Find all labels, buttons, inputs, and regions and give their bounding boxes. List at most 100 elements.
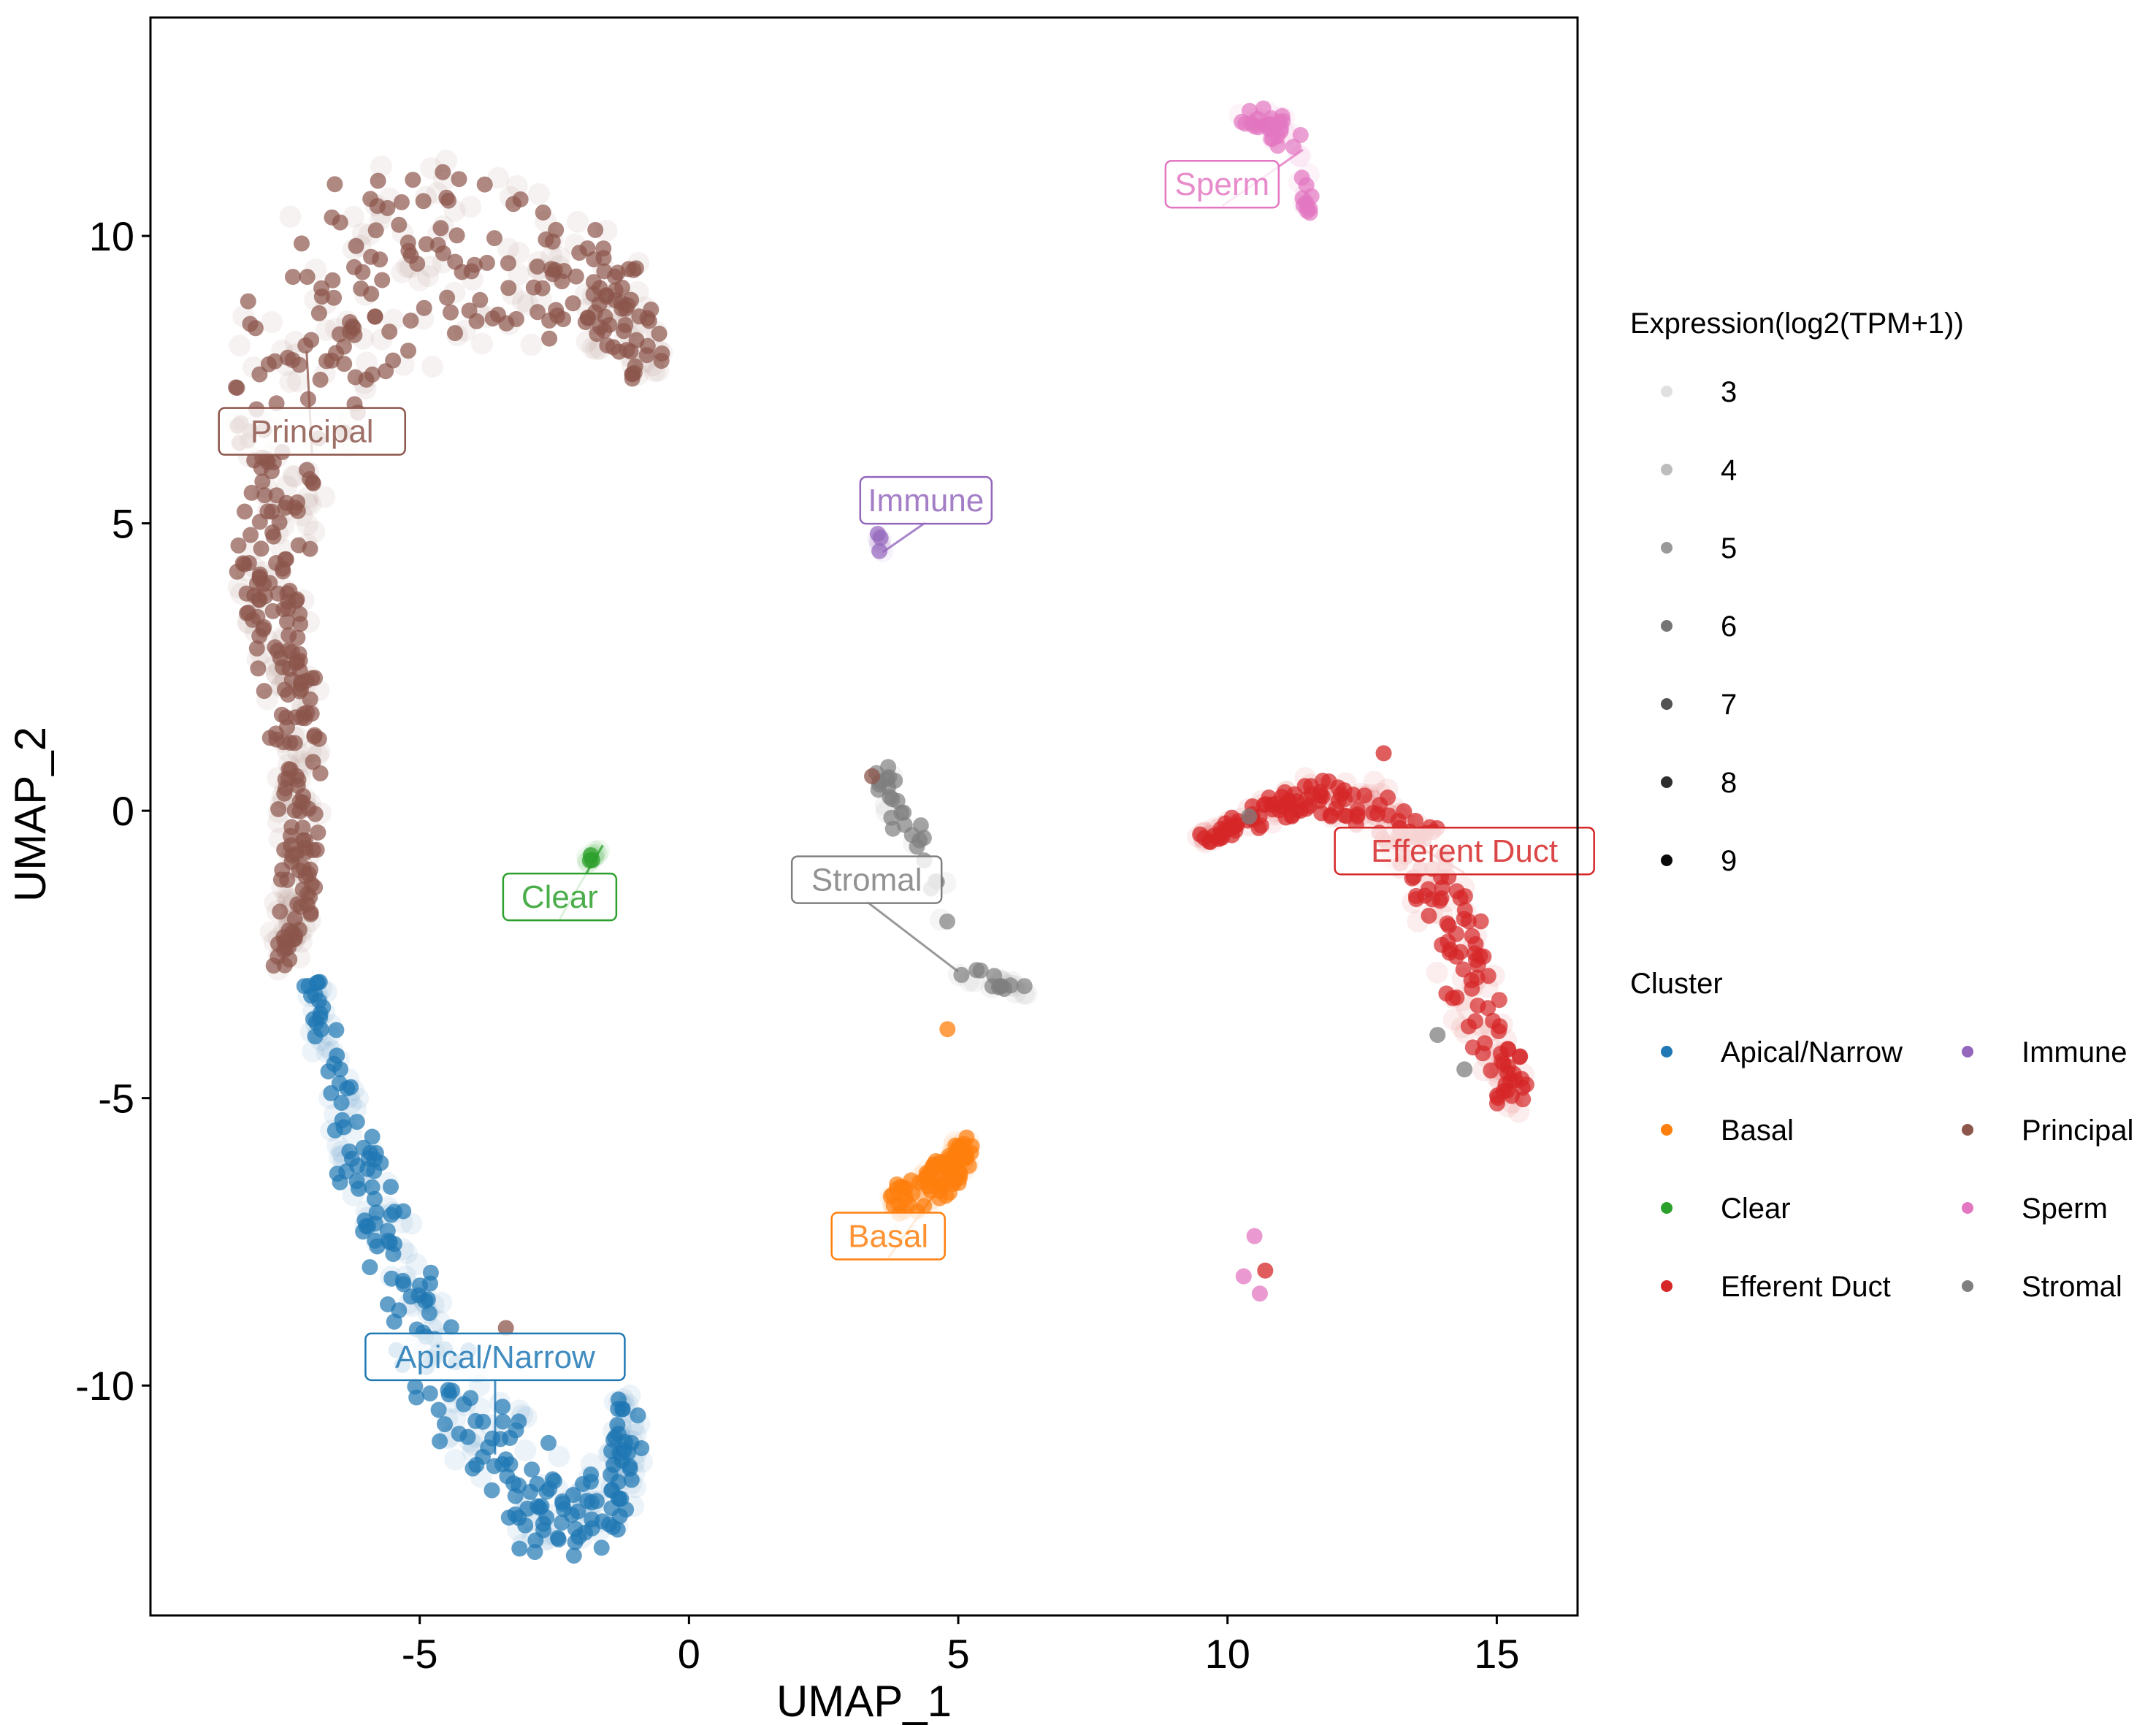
- cluster-point: [508, 1399, 530, 1422]
- cluster-point: [643, 301, 660, 318]
- cluster-point: [654, 345, 670, 362]
- cluster-point: [1456, 997, 1478, 1020]
- cluster-point: [1193, 831, 1216, 854]
- cluster-point: [320, 1063, 337, 1080]
- cluster-point: [480, 1439, 497, 1456]
- cluster-point: [253, 459, 270, 476]
- cluster-point: [583, 1466, 599, 1483]
- cluster-point: [454, 1394, 476, 1417]
- y-axis-title: UMAP_2: [6, 727, 55, 902]
- cluster-point: [603, 1482, 620, 1499]
- cluster-point: [264, 603, 281, 619]
- cluster-point: [279, 205, 302, 228]
- y-tick-label: -5: [98, 1076, 134, 1122]
- cluster-point: [286, 911, 303, 927]
- cluster-point: [333, 1095, 350, 1112]
- cluster-point: [268, 555, 285, 571]
- cluster-point: [601, 1459, 624, 1481]
- cluster-point: [313, 288, 330, 305]
- cluster-point: [565, 1548, 582, 1564]
- cluster-point: [382, 308, 405, 331]
- cluster-point: [508, 1422, 524, 1439]
- cluster-point: [1407, 812, 1423, 829]
- cluster-point: [250, 660, 267, 677]
- cluster-point: [432, 215, 454, 237]
- cluster-point: [409, 1285, 432, 1307]
- cluster-point: [468, 1397, 491, 1419]
- cluster-point: [505, 1475, 521, 1491]
- cluster-point: [527, 259, 549, 280]
- cluster-point: [381, 1232, 397, 1249]
- cluster-point: [271, 785, 294, 808]
- size-legend-label: 5: [1721, 532, 1737, 565]
- cluster-point: [1242, 112, 1264, 134]
- color-legend-key: [1661, 1280, 1673, 1292]
- cluster-point: [548, 255, 570, 278]
- cluster-point: [286, 802, 303, 819]
- cluster-point: [1196, 830, 1213, 846]
- x-tick-label: 10: [1205, 1631, 1250, 1677]
- cluster-point: [589, 291, 612, 314]
- cluster-point: [292, 589, 315, 611]
- cluster-point: [609, 264, 626, 281]
- cluster-point: [1269, 106, 1292, 129]
- cluster-point: [268, 487, 285, 504]
- cluster-point: [439, 1382, 462, 1404]
- x-tick-label: 15: [1474, 1631, 1519, 1677]
- color-legend-key: [1962, 1046, 1973, 1057]
- cluster-point: [286, 930, 303, 947]
- cluster-point: [267, 353, 283, 370]
- cluster-point: [270, 801, 287, 817]
- cluster-point: [462, 1440, 484, 1463]
- cluster-point: [294, 819, 311, 836]
- cluster-point: [430, 1291, 453, 1314]
- cluster-point: [471, 332, 493, 355]
- cluster-point: [947, 963, 970, 986]
- cluster-point: [291, 356, 307, 373]
- size-legend-label: 4: [1721, 454, 1737, 486]
- cluster-point: [288, 946, 311, 969]
- size-legend-label: 9: [1721, 845, 1737, 877]
- cluster-point: [283, 854, 300, 871]
- cluster-point: [541, 330, 558, 347]
- cluster-point: [1292, 126, 1309, 143]
- cluster-point: [283, 837, 299, 854]
- cluster-point: [435, 164, 451, 180]
- cluster-point: [1491, 992, 1507, 1009]
- cluster-point: [251, 591, 267, 608]
- cluster-label-box: [830, 1212, 946, 1261]
- cluster-point: [332, 1144, 354, 1166]
- cluster-point: [1248, 112, 1271, 134]
- cluster-point: [1503, 1087, 1520, 1104]
- cluster-point: [400, 1212, 423, 1235]
- cluster-point: [549, 1529, 566, 1546]
- cluster-point: [242, 315, 259, 332]
- size-legend-label: 7: [1721, 689, 1737, 721]
- cluster-point: [624, 1476, 646, 1499]
- cluster-point: [512, 191, 529, 207]
- cluster-label-text: Clear: [521, 879, 598, 915]
- cluster-point: [339, 1080, 356, 1097]
- cluster-point: [459, 196, 482, 218]
- cluster-point: [278, 780, 294, 797]
- cluster-point: [256, 683, 272, 700]
- cluster-point: [354, 264, 371, 280]
- cluster-point: [620, 1445, 637, 1461]
- cluster-point: [486, 230, 502, 247]
- cluster-point: [417, 265, 439, 288]
- cluster-point: [256, 487, 273, 504]
- cluster-point: [619, 297, 636, 314]
- color-legend-label: Principal: [2022, 1114, 2133, 1147]
- cluster-point: [487, 167, 510, 189]
- cluster-point: [459, 1428, 476, 1445]
- cluster-point: [1431, 903, 1453, 926]
- cluster-point: [444, 1448, 467, 1471]
- cluster-labels-layer: Principal Immune Sperm Clear Stromal Efferent…: [218, 148, 1595, 1455]
- cluster-point: [511, 1534, 534, 1556]
- cluster-point: [870, 781, 887, 798]
- cluster-point: [444, 1408, 467, 1431]
- cluster-point: [280, 600, 297, 617]
- cluster-point: [605, 339, 622, 356]
- cluster-point: [1193, 826, 1215, 849]
